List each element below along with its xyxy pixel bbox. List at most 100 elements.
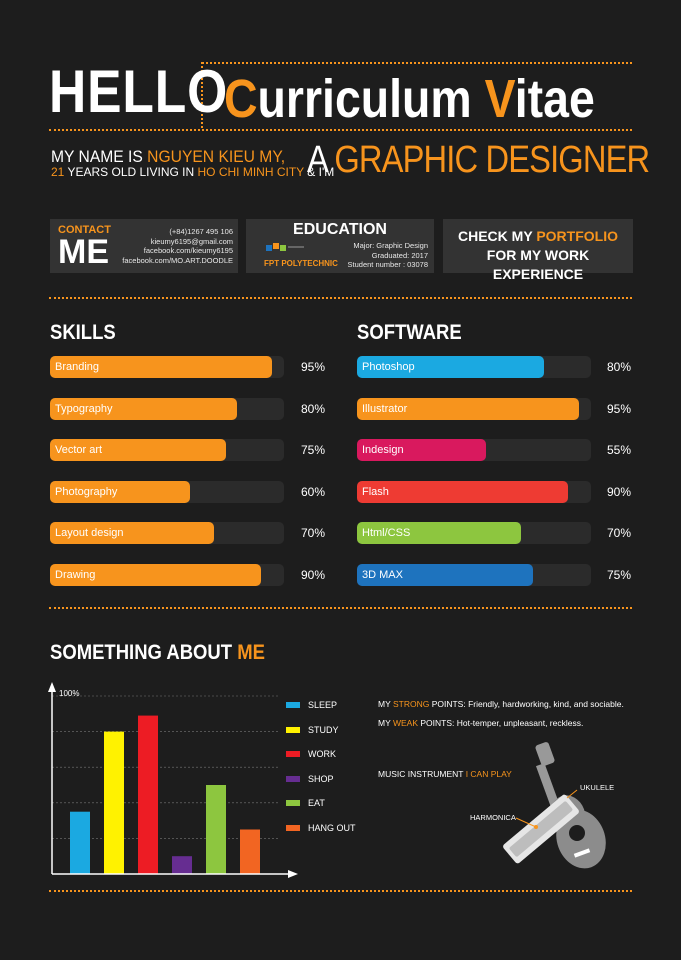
divider-3 — [49, 890, 632, 892]
education-major: Major: Graphic Design — [353, 241, 428, 250]
software-bar-track: 3D MAX — [357, 563, 591, 586]
about-title-me: ME — [237, 641, 265, 664]
education-student-number: Student number : 03078 — [347, 260, 428, 269]
legend-label: HANG OUT — [308, 822, 356, 833]
skill-bar-label: Layout design — [55, 527, 124, 539]
software-bar-label: Photoshop — [362, 361, 415, 373]
harmonica-label: HARMONICA — [470, 813, 516, 822]
contact-me: ME — [58, 233, 109, 271]
intro-city: HO CHI MINH CITY — [197, 165, 304, 179]
portfolio-line-2: FOR MY WORK EXPERIENCE — [486, 247, 590, 282]
skill-bar-track: Vector art — [50, 439, 284, 461]
skill-bar-fill — [50, 397, 238, 420]
skills-title: SKILLS — [50, 321, 116, 344]
legend-swatch — [286, 751, 300, 757]
contact-details: (+84)1267 495 106 kieumy6195@gmail.com f… — [122, 227, 233, 265]
software-bar-label: Html/CSS — [362, 527, 411, 539]
legend-label: SHOP — [308, 773, 334, 784]
legend-swatch — [286, 800, 300, 806]
legend-swatch — [286, 702, 300, 708]
chart-ytick-label: 100% — [59, 689, 79, 698]
chart-bar-eat — [206, 785, 226, 874]
intro-end: & I'M — [303, 165, 335, 179]
software-bar-track: Photoshop — [357, 356, 591, 378]
chart-bar-work — [138, 715, 158, 874]
education-graduated: Graduated: 2017 — [371, 250, 428, 260]
skill-bar-percent: 75% — [301, 443, 326, 457]
contact-facebook-1: facebook.com/kieumy6195 — [143, 246, 233, 255]
chart-x-arrow-icon — [288, 870, 298, 878]
software-bar-label: Illustrator — [362, 402, 408, 415]
portfolio-highlight: PORTFOLIO — [536, 228, 618, 244]
software-bar-fill — [357, 522, 521, 544]
skill-bar-percent: 70% — [301, 526, 326, 540]
chart-bar-sleep — [70, 811, 90, 874]
software-bar-percent: 90% — [607, 484, 632, 499]
skill-bar-fill — [50, 563, 261, 586]
legend-label: SLEEP — [308, 700, 338, 710]
time-chart: 100% — [48, 682, 298, 878]
legend-label: EAT — [308, 798, 325, 808]
portfolio-text[interactable]: CHECK MY PORTFOLIO FOR MY WORK EXPERIENC… — [443, 227, 633, 284]
music-pre: MUSIC INSTRUMENT — [378, 769, 466, 779]
software-bar-percent: 95% — [607, 401, 632, 416]
cv-title: Curriculum Vitae — [224, 70, 595, 128]
cv-title-c: C — [224, 69, 258, 129]
skill-bar-track: Layout design — [50, 522, 284, 544]
header-top-rule — [202, 62, 632, 64]
cv-title-urriculum: urriculum — [257, 69, 485, 129]
intro-role: GRAPHIC DESIGNER — [334, 139, 650, 181]
weak-points: MY WEAK POINTS: Hot-temper, unpleasant, … — [378, 718, 583, 728]
cv-title-v: V — [484, 69, 515, 129]
intro-role-line: A GRAPHIC DESIGNER — [307, 139, 650, 182]
intro-a: A — [307, 139, 335, 181]
contact-box: CONTACT ME (+84)1267 495 106 kieumy6195@… — [50, 219, 238, 273]
skill-bar-percent: 95% — [301, 360, 326, 374]
skill-bar-percent: 60% — [301, 484, 326, 499]
legend-label: WORK — [308, 749, 336, 759]
instruments-illustration — [503, 742, 606, 869]
portfolio-box[interactable]: CHECK MY PORTFOLIO FOR MY WORK EXPERIENC… — [443, 219, 633, 282]
software-bar-fill — [357, 356, 545, 378]
skill-bar-label: Branding — [55, 361, 100, 373]
legend-swatch — [286, 824, 300, 831]
skill-bar-percent: 80% — [301, 401, 326, 416]
skill-bar-label: Vector art — [55, 444, 103, 456]
software-bar-track: Indesign — [357, 439, 591, 461]
skill-bar-track: Branding — [50, 356, 284, 378]
software-bar-label: 3D MAX — [362, 568, 403, 581]
chart-bar-hang-out — [240, 829, 260, 874]
weak-word: WEAK — [392, 718, 418, 728]
education-details: Major: Graphic Design Graduated: 2017 St… — [348, 241, 428, 270]
skill-bar-fill — [50, 522, 214, 544]
legend-label: STUDY — [308, 724, 339, 735]
intro-line-1: MY NAME IS NGUYEN KIEU MY, — [51, 147, 285, 167]
about-title-pre: SOMETHING ABOUT — [50, 641, 238, 664]
skill-bar-label: Photography — [55, 485, 118, 498]
skill-bar-percent: 90% — [301, 567, 326, 582]
software-title: SOFTWARE — [357, 321, 462, 344]
intro-line-2: 21 YEARS OLD LIVING IN HO CHI MINH CITY … — [51, 165, 334, 179]
cv-title-itae: itae — [514, 69, 595, 129]
skill-bar-fill — [50, 480, 191, 503]
contact-email: kieumy6195@gmail.com — [150, 236, 233, 246]
harmonica-icon — [503, 794, 579, 864]
skill-bar-fill — [50, 356, 273, 378]
ukulele-label: UKULELE — [580, 783, 615, 792]
contact-facebook-2: facebook.com/MO.ART.DOODLE — [122, 255, 233, 265]
divider-2 — [49, 607, 632, 609]
school-logo-icon — [266, 243, 304, 251]
software-bar-track: Flash — [357, 480, 591, 503]
chart-bar-study — [104, 731, 124, 874]
divider-1 — [49, 297, 632, 299]
strong-pre: MY — [378, 699, 393, 709]
education-school: FPT POLYTECHNIC — [264, 259, 338, 268]
header-divider — [201, 62, 203, 128]
software-bar-label: Indesign — [362, 444, 404, 456]
harmonica-pointer — [515, 817, 537, 828]
education-box: EDUCATION FPT POLYTECHNIC Major: Graphic… — [246, 219, 434, 273]
skill-bar-fill — [50, 439, 226, 461]
weak-rest: POINTS: Hot-temper, unpleasant, reckless… — [418, 718, 584, 728]
skill-bar-track: Typography — [50, 397, 284, 420]
intro-name: NGUYEN KIEU MY, — [147, 147, 286, 166]
